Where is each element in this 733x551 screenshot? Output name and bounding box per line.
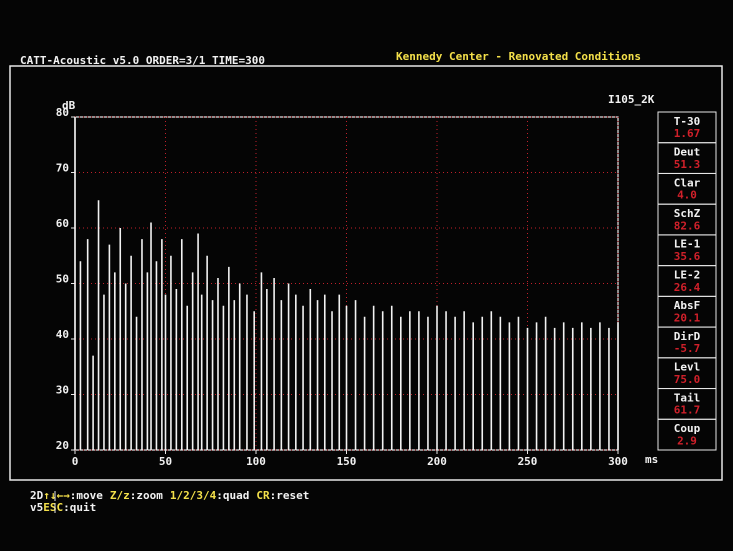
parameter-name: LE-1 bbox=[674, 238, 701, 251]
parameter-box bbox=[657, 418, 717, 451]
y-tick-label: 30 bbox=[56, 384, 69, 397]
x-tick-label: 0 bbox=[72, 455, 79, 468]
help-row: v5ESC:quit bbox=[30, 501, 96, 514]
y-tick-label: 40 bbox=[56, 328, 69, 341]
y-tick-label: 20 bbox=[56, 439, 69, 452]
key-name: CR bbox=[256, 489, 270, 502]
parameter-value: 2.9 bbox=[677, 434, 697, 447]
x-tick-label: 50 bbox=[159, 455, 172, 468]
parameter-name: AbsF bbox=[674, 299, 701, 312]
help-row: 2D↑↓←→:move Z/z:zoom 1/2/3/4:quad CR:reset bbox=[30, 489, 309, 502]
parameter-name: LE-2 bbox=[674, 268, 701, 281]
parameter-value: 4.0 bbox=[677, 189, 697, 202]
y-tick-label: 80 bbox=[56, 106, 69, 119]
parameter-name: T-30 bbox=[674, 115, 701, 128]
parameter-value: 20.1 bbox=[674, 311, 701, 324]
parameter-name: SchZ bbox=[674, 207, 701, 220]
y-tick-label: 50 bbox=[56, 273, 69, 286]
x-tick-label: 200 bbox=[427, 455, 447, 468]
plot: 20 30 40 50 60 70 80 0 50 100 150 200 250 300 bbox=[56, 106, 628, 468]
parameter-name: DirD bbox=[674, 330, 701, 343]
y-axis-label: dB bbox=[62, 99, 76, 112]
parameter-value: 51.3 bbox=[674, 158, 701, 171]
parameter-name: Clar bbox=[674, 176, 701, 189]
parameter-value: 1.67 bbox=[674, 127, 701, 140]
y-tick-label: 70 bbox=[56, 162, 69, 175]
y-tick-label: 60 bbox=[56, 217, 69, 230]
key-action: :quad bbox=[216, 489, 249, 502]
window-frame bbox=[9, 65, 723, 481]
parameter-name: Deut bbox=[674, 146, 701, 159]
parameter-value: 26.4 bbox=[674, 281, 701, 294]
key-name: ESC bbox=[43, 501, 63, 514]
parameter-value: 35.6 bbox=[674, 250, 701, 263]
key-name: 1/2/3/4 bbox=[170, 489, 217, 502]
parameter-name: Tail bbox=[674, 391, 701, 404]
x-tick-label: 150 bbox=[337, 455, 357, 468]
parameter-value: -5.7 bbox=[674, 342, 701, 355]
mode-label: v5 bbox=[30, 501, 43, 514]
parameter-value: 61.7 bbox=[674, 404, 701, 417]
x-axis-label: ms bbox=[645, 453, 658, 466]
mode-label: 2D bbox=[30, 489, 44, 502]
x-tick-label: 300 bbox=[608, 455, 628, 468]
key-help: 2D↑↓←→:move Z/z:zoom 1/2/3/4:quad CR:reset v… bbox=[30, 489, 309, 514]
key-action: :zoom bbox=[130, 489, 163, 502]
x-tick-label: 100 bbox=[246, 455, 266, 468]
chart-subtitle: I105_2K bbox=[608, 93, 655, 106]
parameter-value: 82.6 bbox=[674, 219, 701, 232]
key-action: :quit bbox=[63, 501, 96, 514]
x-tick-label: 250 bbox=[518, 455, 538, 468]
key-name: Z/z bbox=[110, 489, 130, 502]
parameter-name: Levl bbox=[674, 361, 701, 374]
project-title: Kennedy Center - Renovated Conditions bbox=[396, 50, 641, 63]
parameter-value: 75.0 bbox=[674, 373, 701, 386]
key-name: ↑↓←→ bbox=[43, 489, 70, 502]
parameter-name: Coup bbox=[674, 422, 701, 435]
program-title: CATT-Acoustic v5.0 ORDER=3/1 TIME=300 bbox=[20, 54, 265, 67]
key-action: :reset bbox=[270, 489, 310, 502]
key-action: :move bbox=[70, 489, 103, 502]
